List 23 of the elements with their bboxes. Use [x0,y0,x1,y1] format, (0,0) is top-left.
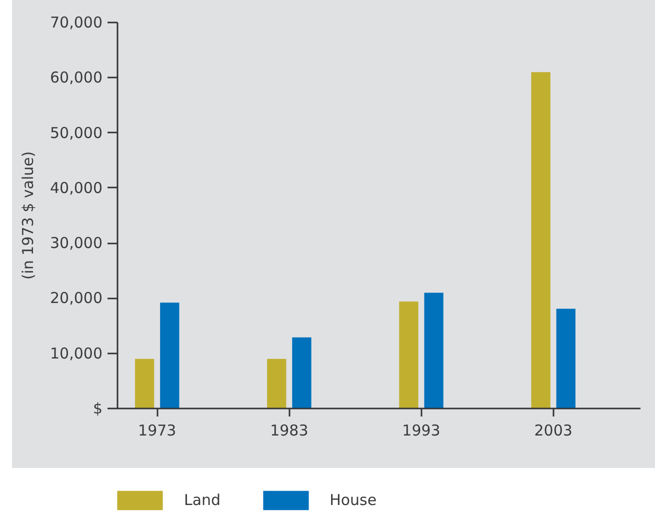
y-tick-label: 20,000 [50,289,103,308]
x-tick-label: 1973 [138,422,176,440]
y-tick-label: $ [92,400,103,418]
bar [160,302,180,408]
y-tick-label: 10,000 [50,344,103,362]
y-tick-label: 40,000 [50,178,103,197]
bar [399,302,418,408]
bar [424,292,444,408]
bar [292,337,312,408]
bar [556,308,576,408]
legend-label: House [330,491,377,509]
x-tick-label: 2003 [534,422,572,440]
x-tick-label: 1983 [270,422,308,440]
bar [135,358,154,408]
y-tick-label: 70,000 [50,14,103,32]
x-tick-label: 1993 [402,422,440,440]
bar [267,358,286,408]
y-axis-title: (in 1973 $ value) [19,151,38,280]
y-tick-label: 30,000 [50,234,103,252]
y-tick-label: 60,000 [50,68,103,87]
y-tick-label: 50,000 [50,124,103,142]
bar [531,72,550,408]
legend-label: Land [184,491,221,509]
